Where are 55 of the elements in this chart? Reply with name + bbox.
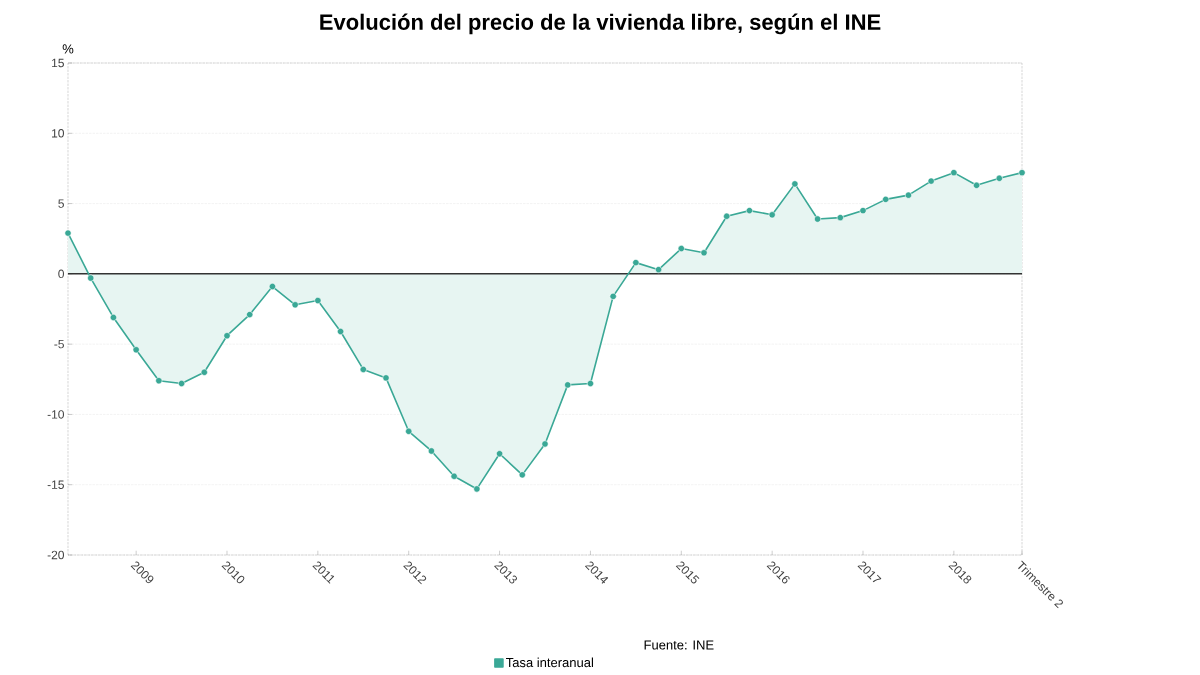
- point: [337, 327, 345, 335]
- y-tick-label: 0: [58, 269, 64, 279]
- point: [541, 440, 549, 448]
- point: [268, 283, 276, 291]
- point: [1018, 169, 1026, 177]
- point: [314, 297, 322, 305]
- point: [632, 259, 640, 267]
- point: [814, 215, 822, 223]
- point: [609, 292, 617, 300]
- point: [473, 485, 481, 493]
- point: [223, 332, 231, 340]
- point: [359, 365, 367, 373]
- legend-label: Tasa interanual: [506, 657, 593, 668]
- source-note: Fuente: INE: [644, 640, 714, 650]
- point: [655, 266, 663, 274]
- point: [450, 472, 458, 480]
- point: [836, 214, 844, 222]
- point: [677, 245, 685, 253]
- point: [496, 450, 504, 458]
- point: [723, 212, 731, 220]
- y-tick-label: 10: [52, 129, 64, 138]
- point: [859, 207, 867, 215]
- point: [405, 427, 413, 435]
- point: [427, 447, 435, 455]
- point: [87, 274, 95, 282]
- point: [995, 174, 1003, 182]
- y-tick-label: -20: [47, 550, 64, 560]
- point: [518, 471, 526, 479]
- point: [950, 169, 958, 177]
- point: [768, 211, 776, 219]
- y-axis-title: %: [62, 44, 74, 54]
- point: [155, 377, 163, 385]
- point: [291, 301, 299, 309]
- point: [564, 381, 572, 389]
- chart-title: Evolución del precio de la vivienda libre, según el INE: [320, 13, 881, 35]
- point: [791, 180, 799, 188]
- point: [904, 191, 912, 199]
- y-tick-label: 5: [58, 199, 64, 208]
- point: [700, 249, 708, 257]
- point: [973, 181, 981, 189]
- point: [109, 313, 117, 321]
- y-tick-label: -10: [47, 410, 64, 419]
- point: [882, 195, 890, 203]
- y-tick-label: 15: [52, 58, 64, 68]
- y-tick-label: -15: [47, 480, 64, 489]
- point: [745, 207, 753, 215]
- point: [178, 380, 186, 388]
- point: [200, 368, 208, 376]
- point: [246, 311, 254, 319]
- point: [382, 374, 390, 382]
- point: [64, 229, 72, 237]
- point: [927, 177, 935, 185]
- point: [586, 380, 594, 388]
- point: [132, 346, 140, 354]
- y-tick-label: -5: [54, 339, 64, 349]
